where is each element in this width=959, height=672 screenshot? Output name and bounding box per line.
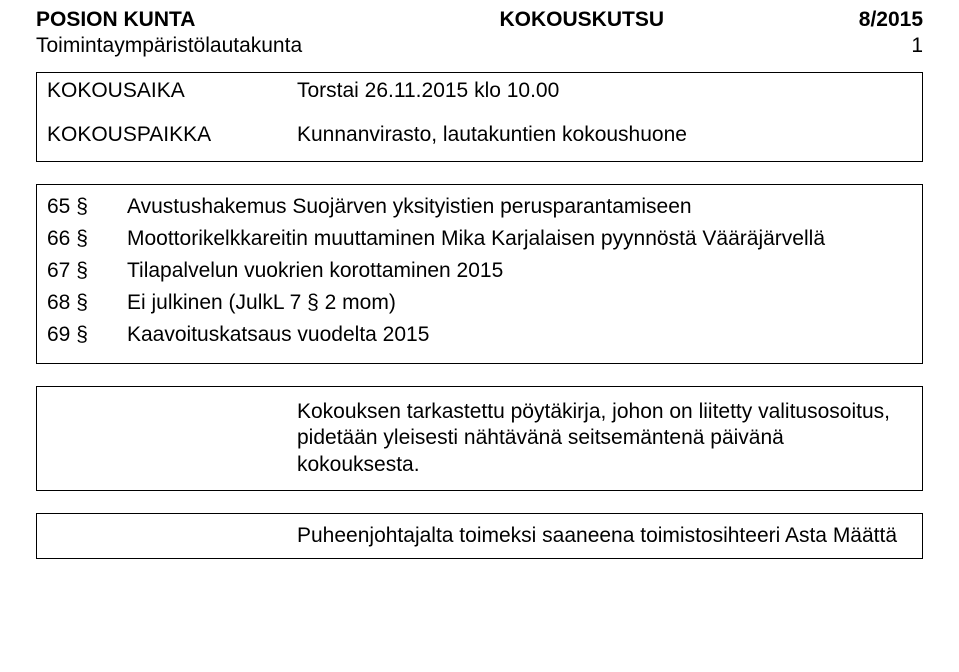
agenda-item-text: Avustushakemus Suojärven yksityistien pe… [117,185,923,224]
agenda-item-number: 68 § [37,287,118,319]
doc-number: 8/2015 [843,8,923,32]
doc-type: KOKOUSKUTSU [380,8,844,32]
agenda-row: 69 § Kaavoituskatsaus vuodelta 2015 [37,319,923,364]
page-root: POSION KUNTA KOKOUSKUTSU 8/2015 Toiminta… [0,0,959,672]
org-name: POSION KUNTA [36,8,380,32]
signature-text: Puheenjohtajalta toimeksi saaneena toimi… [287,513,923,558]
agenda-item-text: Moottorikelkkareitin muuttaminen Mika Ka… [117,223,923,255]
signature-table: Puheenjohtajalta toimeksi saaneena toimi… [36,513,923,559]
meeting-time-label: KOKOUSAIKA [37,73,288,118]
agenda-item-number: 67 § [37,255,118,287]
committee-name: Toimintaympäristölautakunta [36,34,302,58]
subheader-row: Toimintaympäristölautakunta 1 [36,34,923,58]
meeting-time-value: Torstai 26.11.2015 klo 10.00 [287,73,923,118]
agenda-item-number: 69 § [37,319,118,364]
agenda-item-number: 66 § [37,223,118,255]
agenda-item-text: Tilapalvelun vuokrien korottaminen 2015 [117,255,923,287]
meeting-info-table: KOKOUSAIKA Torstai 26.11.2015 klo 10.00 … [36,72,923,162]
agenda-row: 67 § Tilapalvelun vuokrien korottaminen … [37,255,923,287]
agenda-row: 65 § Avustushakemus Suojärven yksityisti… [37,185,923,224]
agenda-item-number: 65 § [37,185,118,224]
header-row: POSION KUNTA KOKOUSKUTSU 8/2015 [36,8,923,32]
agenda-row: 68 § Ei julkinen (JulkL 7 § 2 mom) [37,287,923,319]
signature-left-pad [37,513,288,558]
notice-table: Kokouksen tarkastettu pöytäkirja, johon … [36,386,923,491]
notice-text: Kokouksen tarkastettu pöytäkirja, johon … [287,387,923,491]
agenda-table: 65 § Avustushakemus Suojärven yksityisti… [36,184,923,364]
meeting-place-value: Kunnanvirasto, lautakuntien kokoushuone [287,117,923,162]
agenda-row: 66 § Moottorikelkkareitin muuttaminen Mi… [37,223,923,255]
notice-left-pad [37,387,288,491]
agenda-item-text: Kaavoituskatsaus vuodelta 2015 [117,319,923,364]
agenda-item-text: Ei julkinen (JulkL 7 § 2 mom) [117,287,923,319]
meeting-place-label: KOKOUSPAIKKA [37,117,288,162]
page-number: 1 [911,34,923,58]
